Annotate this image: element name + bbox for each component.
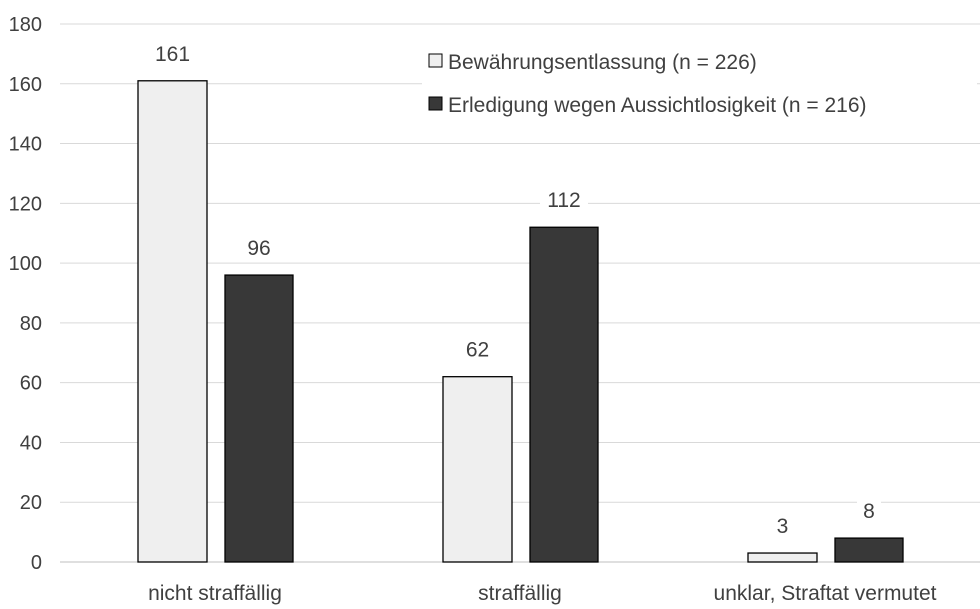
data-label-background bbox=[857, 498, 881, 525]
data-label: 112 bbox=[547, 189, 580, 212]
legend-swatch-bewaehrung bbox=[428, 53, 443, 68]
bar-erledigung bbox=[834, 537, 904, 563]
data-label: 8 bbox=[863, 500, 875, 523]
y-tick-label: 100 bbox=[9, 253, 42, 275]
data-label-background bbox=[540, 187, 588, 214]
y-axis-ticks: 0 20 40 60 80 100 120 140 160 180 bbox=[9, 14, 42, 574]
data-label-background bbox=[459, 336, 496, 363]
y-tick-label: 140 bbox=[9, 134, 42, 156]
data-label: 96 bbox=[247, 237, 270, 260]
legend: Bewährungsentlassung (n = 226) Erledigun… bbox=[422, 40, 977, 128]
y-tick-label: 60 bbox=[20, 373, 42, 395]
data-labels: 161 96 62 112 3 8 bbox=[148, 40, 881, 540]
bar-erledigung bbox=[529, 226, 599, 563]
x-tick-label: unklar, Straftat vermutet bbox=[714, 582, 937, 605]
y-tick-label: 180 bbox=[9, 14, 42, 36]
legend-label-bewaehrung: Bewährungsentlassung (n = 226) bbox=[448, 51, 757, 74]
bars bbox=[137, 80, 904, 563]
bar-erledigung bbox=[224, 274, 294, 563]
bar-bewaehrung bbox=[137, 80, 208, 563]
y-tick-label: 120 bbox=[9, 193, 42, 215]
data-label: 161 bbox=[155, 43, 190, 66]
y-tick-label: 0 bbox=[31, 552, 42, 574]
y-tick-label: 160 bbox=[9, 74, 42, 96]
data-label-background bbox=[241, 235, 277, 262]
y-tick-label: 80 bbox=[20, 313, 42, 335]
data-label: 3 bbox=[777, 515, 789, 538]
y-tick-label: 40 bbox=[20, 432, 42, 454]
legend-label-erledigung: Erledigung wegen Aussichtlosigkeit (n = … bbox=[448, 94, 867, 117]
y-tick-label: 20 bbox=[20, 492, 42, 514]
x-tick-label: straffällig bbox=[478, 582, 562, 605]
bar-bewaehrung bbox=[747, 552, 818, 563]
data-label-background bbox=[770, 513, 795, 540]
data-label: 62 bbox=[466, 339, 489, 362]
x-tick-label: nicht straffällig bbox=[148, 582, 282, 605]
data-label-background bbox=[148, 40, 197, 67]
bar-bewaehrung bbox=[442, 376, 513, 563]
legend-swatch-erledigung bbox=[428, 96, 443, 111]
x-axis-labels: nicht straffällig straffällig unklar, Stra… bbox=[148, 582, 937, 605]
